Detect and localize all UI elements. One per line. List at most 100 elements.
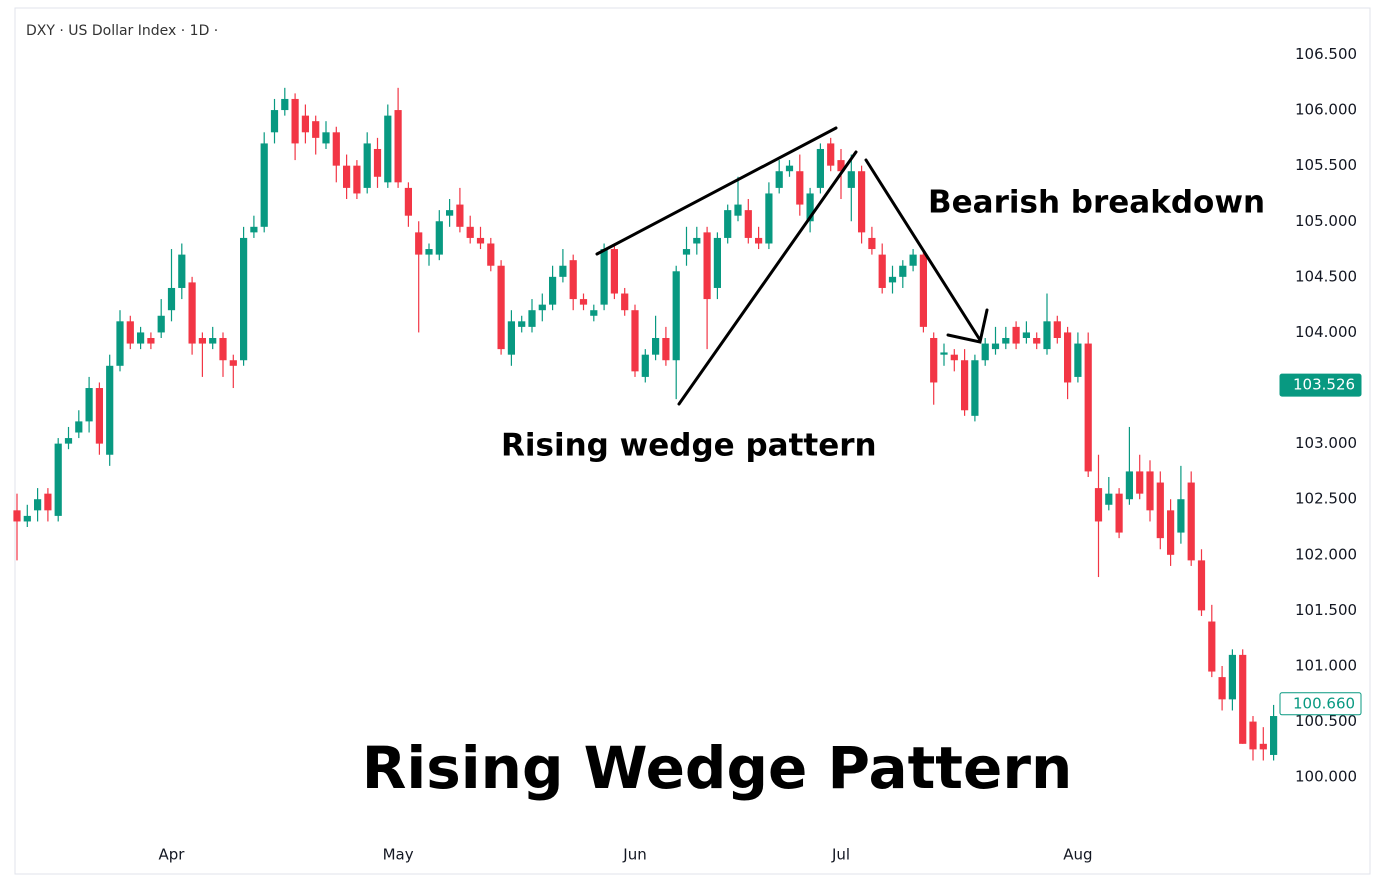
candle-body xyxy=(971,360,979,416)
candle-body xyxy=(1074,343,1082,377)
candle-body xyxy=(497,265,505,350)
candle-body xyxy=(1125,471,1133,500)
breakdown-arrow xyxy=(864,158,982,342)
y-tick-label: 100.500 xyxy=(1295,712,1357,730)
arrow-head xyxy=(946,308,989,344)
candle-body xyxy=(1167,510,1175,555)
candle-body xyxy=(991,343,1000,350)
candle-body xyxy=(1094,488,1103,522)
x-tick-label: Jun xyxy=(622,846,646,864)
wedge-lines xyxy=(595,126,989,406)
candle-body xyxy=(353,165,361,194)
candle-body xyxy=(476,237,485,244)
candle-body xyxy=(250,226,258,233)
candle-body xyxy=(1208,621,1216,672)
candle-body xyxy=(1146,471,1154,511)
candle-body xyxy=(64,438,73,444)
candle-body xyxy=(1239,654,1247,744)
candle-body xyxy=(384,115,392,183)
candle-body xyxy=(291,98,299,144)
candle-body xyxy=(1115,493,1123,533)
candle-body xyxy=(713,237,721,288)
candle-body xyxy=(1270,716,1278,755)
candle-body xyxy=(847,171,855,188)
candle-body xyxy=(425,249,433,255)
candle-body xyxy=(703,232,711,300)
y-tick-label: 102.000 xyxy=(1295,545,1357,563)
candle-body xyxy=(1084,343,1092,472)
candle-body xyxy=(775,171,783,188)
candle-body xyxy=(1043,321,1051,350)
heading: Rising Wedge Pattern xyxy=(362,734,1073,802)
candle-body xyxy=(590,310,598,316)
price-label-box xyxy=(1279,373,1362,397)
candle-body xyxy=(579,299,588,305)
x-tick-label: May xyxy=(383,846,414,864)
candle-body xyxy=(95,388,103,444)
candle-body xyxy=(631,310,639,372)
candle-body xyxy=(1177,499,1185,533)
candle-body xyxy=(373,148,382,177)
candle-body xyxy=(137,332,145,344)
candle-body xyxy=(734,204,742,216)
candle-body xyxy=(878,254,886,288)
candle-body xyxy=(518,321,526,327)
candle-body xyxy=(446,210,454,216)
x-tick-label: Aug xyxy=(1063,846,1092,864)
y-tick-label: 101.500 xyxy=(1295,601,1357,619)
candle-body xyxy=(652,337,660,355)
candle-body xyxy=(1218,677,1226,700)
candle-body xyxy=(559,265,567,277)
candle-body xyxy=(1228,654,1236,700)
candle-body xyxy=(610,249,618,294)
y-tick-label: 106.000 xyxy=(1295,101,1357,119)
candle-body xyxy=(919,254,927,327)
candle-body xyxy=(682,249,691,255)
candle-body xyxy=(23,515,31,522)
candle-body xyxy=(569,260,577,300)
candle-body xyxy=(1033,337,1041,344)
candle-body xyxy=(198,337,206,344)
candle-body xyxy=(755,237,763,244)
candle-body xyxy=(157,315,165,333)
wedge-upper-line xyxy=(595,126,838,256)
candle-body xyxy=(1197,560,1206,611)
candle-body xyxy=(147,337,155,344)
candle-body xyxy=(961,360,969,411)
candle-body xyxy=(816,148,824,188)
candle-body xyxy=(837,160,845,172)
candle-body xyxy=(126,321,134,344)
candle-body xyxy=(106,365,114,455)
candle-body xyxy=(270,110,279,133)
y-tick-label: 105.500 xyxy=(1295,156,1357,174)
candle-body xyxy=(1053,321,1061,338)
candle-body xyxy=(621,293,629,311)
y-tick-label: 102.500 xyxy=(1295,490,1357,508)
price-label: 103.526 xyxy=(1293,376,1355,394)
y-tick-label: 104.500 xyxy=(1295,267,1357,285)
candle-body xyxy=(600,249,608,305)
candle-body xyxy=(1002,337,1010,344)
candle-body xyxy=(281,98,289,111)
candle-body xyxy=(44,493,52,511)
candle-body xyxy=(54,443,62,516)
candle-body xyxy=(868,237,876,250)
candle-body xyxy=(1136,471,1144,494)
candle-body xyxy=(34,499,42,511)
candle-body xyxy=(549,276,557,305)
candle-body xyxy=(85,388,93,422)
candle-body xyxy=(693,237,701,244)
candle-body xyxy=(785,165,794,172)
candle-body xyxy=(1105,493,1113,505)
y-tick-label: 100.000 xyxy=(1295,768,1357,786)
candle-body xyxy=(394,110,402,183)
candle-body xyxy=(940,352,948,355)
candle-body xyxy=(435,221,443,255)
candle-body xyxy=(538,304,546,311)
candle-body xyxy=(209,337,217,344)
candle-body xyxy=(827,143,835,166)
y-tick-label: 104.000 xyxy=(1295,323,1357,341)
candle-body xyxy=(404,187,412,216)
